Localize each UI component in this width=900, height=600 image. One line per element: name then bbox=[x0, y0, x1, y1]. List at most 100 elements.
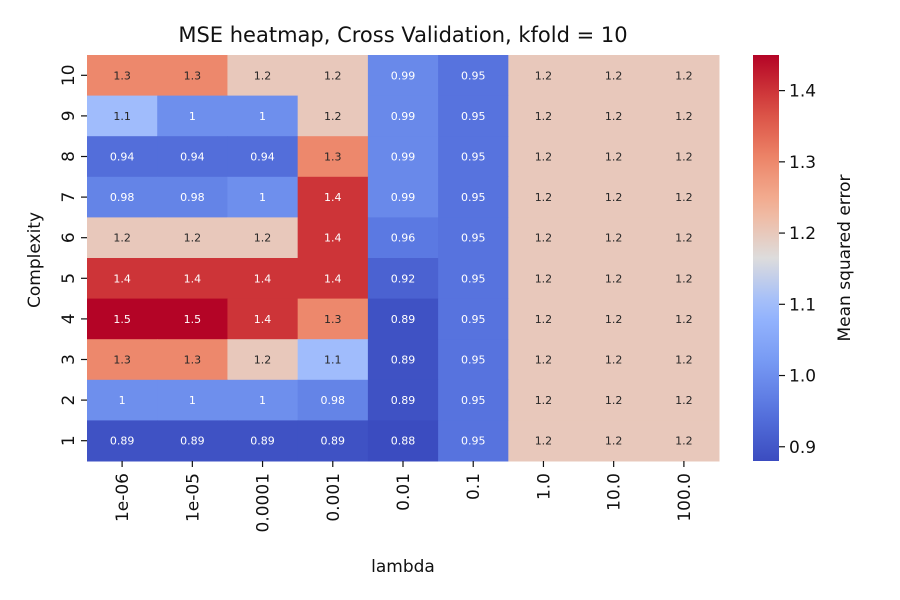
cell-value-label: 1.2 bbox=[535, 110, 553, 123]
heatmap-cell bbox=[648, 95, 720, 137]
heatmap-cell bbox=[648, 136, 720, 178]
y-tick-label: 1 bbox=[59, 435, 79, 446]
heatmap-cell bbox=[508, 420, 580, 462]
cell-value-label: 1.2 bbox=[535, 435, 553, 448]
heatmap-cell bbox=[297, 95, 369, 137]
cell-value-label: 1 bbox=[259, 191, 266, 204]
cell-value-label: 1.2 bbox=[675, 272, 693, 285]
cell-value-label: 1.2 bbox=[324, 69, 342, 82]
cell-value-label: 1.4 bbox=[324, 232, 342, 245]
cell-value-label: 1.2 bbox=[675, 151, 693, 164]
y-tick-label: 8 bbox=[59, 151, 79, 162]
cell-value-label: 0.98 bbox=[321, 394, 346, 407]
cell-value-label: 1.2 bbox=[324, 110, 342, 123]
heatmap-cell bbox=[297, 217, 369, 259]
cell-value-label: 1.2 bbox=[254, 69, 272, 82]
cell-value-label: 1.2 bbox=[535, 232, 553, 245]
cell-value-label: 1.2 bbox=[535, 313, 553, 326]
heatmap-cell bbox=[578, 136, 650, 178]
heatmap-cell bbox=[87, 217, 158, 259]
cell-value-label: 1.2 bbox=[535, 69, 553, 82]
y-tick-label: 5 bbox=[59, 273, 79, 284]
colorbar-tick-label: 0.9 bbox=[789, 438, 816, 458]
heatmap-cell bbox=[157, 379, 228, 421]
cell-value-label: 0.95 bbox=[461, 435, 486, 448]
y-tick-label: 9 bbox=[59, 110, 79, 121]
heatmap-cell bbox=[367, 176, 439, 218]
heatmap-cell bbox=[227, 55, 299, 97]
heatmap-cell bbox=[508, 55, 580, 97]
cell-value-label: 0.95 bbox=[461, 313, 486, 326]
cell-value-label: 0.95 bbox=[461, 110, 486, 123]
cell-value-label: 0.89 bbox=[391, 354, 416, 367]
x-tick-label: 1e-05 bbox=[183, 473, 203, 522]
cell-value-label: 1.2 bbox=[535, 191, 553, 204]
heatmap-cell bbox=[157, 176, 228, 218]
heatmap-cell bbox=[578, 420, 650, 462]
heatmap-cell bbox=[578, 176, 650, 218]
y-tick-label: 7 bbox=[59, 192, 79, 203]
cell-value-label: 0.89 bbox=[321, 435, 346, 448]
colorbar-tick-label: 1.1 bbox=[789, 295, 816, 315]
heatmap-cell bbox=[438, 420, 509, 462]
colorbar-tick-label: 1.2 bbox=[789, 224, 816, 244]
heatmap-cell bbox=[157, 95, 228, 137]
cell-value-label: 0.99 bbox=[391, 69, 416, 82]
x-axis-label: lambda bbox=[371, 557, 435, 577]
cell-value-label: 1.2 bbox=[605, 69, 623, 82]
cell-value-label: 0.94 bbox=[180, 151, 205, 164]
x-tick-label: 100.0 bbox=[675, 473, 695, 522]
cell-value-label: 1 bbox=[119, 394, 126, 407]
cell-value-label: 0.89 bbox=[250, 435, 275, 448]
heatmap-cell bbox=[157, 55, 228, 97]
heatmap-cell bbox=[297, 55, 369, 97]
heatmap-cell bbox=[157, 258, 228, 300]
cell-value-label: 1.2 bbox=[605, 110, 623, 123]
heatmap-cell bbox=[508, 339, 580, 381]
heatmap-cell bbox=[367, 217, 439, 259]
cell-value-label: 0.95 bbox=[461, 151, 486, 164]
cell-value-label: 1.4 bbox=[254, 272, 272, 285]
cell-value-label: 1.3 bbox=[113, 69, 131, 82]
heatmap-cell bbox=[508, 258, 580, 300]
heatmap-cell bbox=[508, 379, 580, 421]
heatmap-cell bbox=[367, 420, 439, 462]
cell-value-label: 1.1 bbox=[324, 354, 342, 367]
cell-value-label: 1 bbox=[189, 394, 196, 407]
heatmap-cell bbox=[648, 55, 720, 97]
heatmap-cell bbox=[367, 258, 439, 300]
cell-value-label: 0.95 bbox=[461, 354, 486, 367]
heatmap-cell bbox=[227, 136, 299, 178]
cell-value-label: 0.99 bbox=[391, 110, 416, 123]
cell-value-label: 1.4 bbox=[254, 313, 272, 326]
cell-value-label: 1.2 bbox=[675, 354, 693, 367]
cell-value-label: 1 bbox=[259, 110, 266, 123]
cell-value-label: 0.94 bbox=[250, 151, 275, 164]
heatmap-cell bbox=[87, 379, 158, 421]
cell-value-label: 0.98 bbox=[110, 191, 135, 204]
heatmap-cell bbox=[367, 298, 439, 340]
colorbar-tick-label: 1.0 bbox=[789, 367, 816, 387]
heatmap-cell bbox=[438, 176, 509, 218]
heatmap-cell bbox=[227, 95, 299, 137]
heatmap-cell bbox=[578, 55, 650, 97]
heatmap-cell bbox=[227, 176, 299, 218]
cell-value-label: 0.98 bbox=[180, 191, 205, 204]
cell-value-label: 0.89 bbox=[110, 435, 135, 448]
heatmap-cell bbox=[227, 258, 299, 300]
cell-value-label: 1.2 bbox=[605, 272, 623, 285]
heatmap-cell bbox=[438, 95, 509, 137]
y-axis-label: Complexity bbox=[25, 212, 45, 308]
heatmap-cell bbox=[367, 95, 439, 137]
heatmap-cell bbox=[578, 217, 650, 259]
y-tick-label: 4 bbox=[59, 313, 79, 324]
heatmap-cell bbox=[297, 136, 369, 178]
heatmap-cell bbox=[87, 339, 158, 381]
y-tick-label: 10 bbox=[59, 64, 79, 86]
heatmap-cell bbox=[648, 379, 720, 421]
cell-value-label: 1.2 bbox=[535, 354, 553, 367]
cell-value-label: 1.3 bbox=[324, 151, 342, 164]
cell-value-label: 1.2 bbox=[535, 151, 553, 164]
y-tick-label: 6 bbox=[59, 232, 79, 243]
cell-value-label: 1.4 bbox=[184, 272, 202, 285]
